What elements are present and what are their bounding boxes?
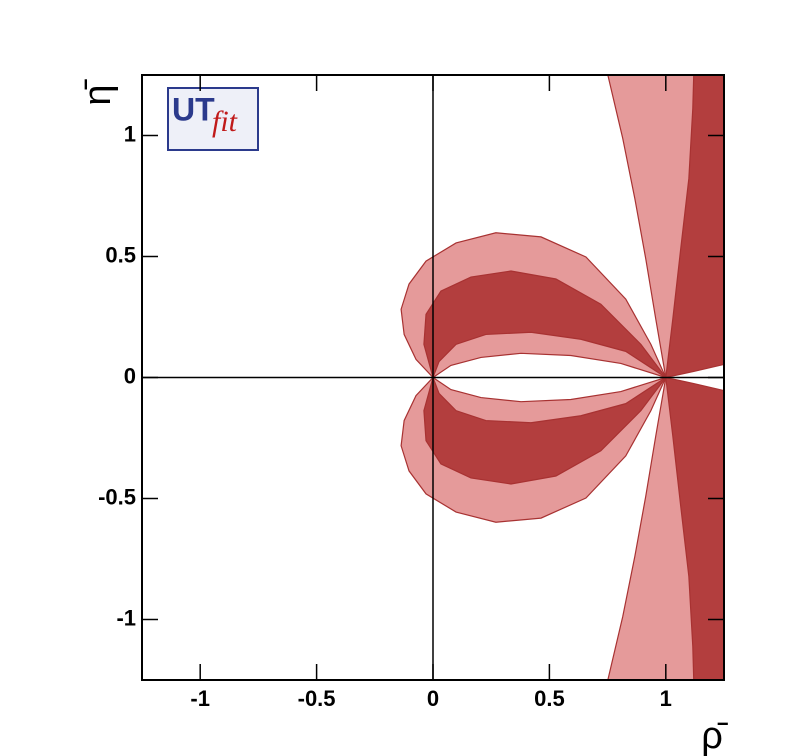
logo-text: fit bbox=[212, 105, 238, 138]
x-tick-label: -0.5 bbox=[298, 686, 336, 711]
logo: UT fit bbox=[167, 87, 259, 151]
y-axis-label: η̄ bbox=[77, 78, 119, 105]
logo-text: UT bbox=[172, 91, 215, 127]
x-tick-label: -1 bbox=[190, 686, 210, 711]
confidence-region bbox=[665, 75, 724, 379]
regions bbox=[400, 75, 724, 680]
y-tick-label: 0.5 bbox=[105, 242, 136, 267]
confidence-region bbox=[665, 376, 724, 680]
y-tick-label: 1 bbox=[124, 121, 136, 146]
x-axis-label: ρ̄ bbox=[701, 715, 729, 756]
y-tick-label: -0.5 bbox=[98, 484, 136, 509]
y-tick-label: 0 bbox=[124, 363, 136, 388]
x-tick-label: 1 bbox=[660, 686, 672, 711]
confidence-region bbox=[423, 375, 667, 485]
x-tick-label: 0.5 bbox=[534, 686, 565, 711]
y-tick-label: -1 bbox=[116, 605, 136, 630]
confidence-region bbox=[423, 270, 667, 380]
logo-box bbox=[167, 87, 259, 151]
x-tick-label: 0 bbox=[427, 686, 439, 711]
